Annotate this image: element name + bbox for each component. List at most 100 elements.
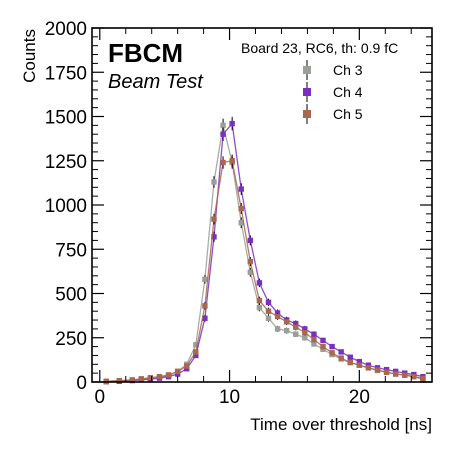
data-point (365, 365, 372, 371)
marks-layer (103, 116, 426, 385)
y-tick-label: 1250 (45, 152, 87, 173)
y-axis-label: Counts (20, 29, 39, 83)
legend-header: Board 23, RC6, th: 0.9 fC (241, 40, 398, 56)
data-point (320, 343, 326, 350)
data-point (374, 367, 381, 373)
y-tick-label: 500 (55, 285, 87, 306)
data-point (293, 324, 299, 330)
data-point (320, 337, 326, 344)
annotation-title: FBCM (108, 38, 183, 68)
legend: Ch 3 Ch 4 Ch 5 (303, 60, 363, 124)
data-point (347, 354, 353, 360)
data-point (184, 363, 190, 369)
data-point (174, 368, 181, 375)
data-point (238, 220, 244, 226)
data-point (129, 377, 135, 383)
x-tick-label: 20 (349, 387, 370, 408)
legend-marker (303, 88, 311, 96)
data-point (383, 369, 390, 375)
legend-label: Ch 3 (333, 62, 363, 78)
legend-marker (303, 66, 311, 74)
data-point (356, 358, 363, 365)
y-tick-label: 1750 (45, 63, 87, 84)
data-point (247, 237, 254, 244)
data-point (329, 350, 335, 356)
data-point (274, 310, 281, 316)
y-tick-label: 1000 (45, 196, 87, 217)
series-line (106, 159, 424, 382)
data-point (411, 373, 417, 380)
y-tick-label: 0 (76, 373, 87, 394)
data-point (193, 342, 199, 348)
legend-item: Ch 5 (303, 104, 363, 124)
data-point (274, 313, 281, 320)
y-tick-label: 750 (55, 240, 87, 261)
data-point (293, 331, 299, 337)
data-point (202, 276, 208, 283)
legend-marker (303, 110, 311, 118)
series-ch-4 (103, 116, 426, 385)
data-point (302, 329, 308, 336)
data-point (220, 131, 226, 137)
data-point (302, 335, 308, 341)
data-point (138, 376, 145, 382)
data-point (329, 343, 335, 350)
y-tick-label: 1500 (45, 108, 87, 129)
x-tick-label: 0 (94, 387, 105, 408)
data-point (338, 349, 344, 355)
data-point (283, 327, 290, 334)
data-point (356, 362, 363, 368)
data-point (220, 159, 226, 166)
series-ch-3 (103, 118, 426, 385)
x-tick-label: 10 (219, 387, 240, 408)
data-point (165, 372, 172, 378)
data-point (265, 299, 272, 306)
legend-item: Ch 4 (303, 82, 363, 102)
data-point (283, 319, 290, 325)
data-point (311, 336, 317, 343)
data-point (116, 377, 122, 384)
data-point (202, 303, 208, 309)
data-point (247, 258, 254, 265)
x-axis-label: Time over threshold [ns] (250, 415, 432, 434)
legend-label: Ch 5 (333, 106, 363, 122)
data-point (220, 122, 226, 129)
data-point (347, 359, 353, 366)
data-point (156, 373, 163, 380)
data-point (256, 280, 263, 286)
series-line (106, 122, 424, 383)
data-point (265, 308, 272, 314)
annotation-subtitle: Beam Test (108, 71, 204, 93)
data-point (211, 216, 217, 222)
data-point (311, 331, 317, 337)
legend-item: Ch 3 (303, 60, 363, 80)
axes-layer: 0 250 500 750 1000 1250 1500 1750 2000 0 10 20 (45, 19, 432, 408)
data-point (256, 304, 263, 311)
data-point (202, 315, 208, 321)
data-point (238, 186, 244, 192)
data-point (229, 158, 235, 164)
series-line (106, 125, 424, 383)
data-point (211, 179, 217, 185)
data-point (274, 326, 281, 332)
data-point (256, 297, 263, 304)
data-point (392, 371, 399, 377)
data-point (293, 320, 299, 327)
data-point (193, 352, 199, 359)
legend-label: Ch 4 (333, 84, 363, 100)
data-point (147, 375, 154, 381)
data-point (193, 349, 199, 355)
series-ch-5 (103, 154, 426, 384)
data-point (338, 355, 344, 361)
data-point (229, 120, 235, 127)
data-point (238, 205, 244, 212)
y-tick-label: 2000 (45, 19, 87, 40)
data-point (265, 315, 272, 321)
data-point (311, 341, 317, 347)
data-point (247, 269, 254, 275)
data-point (302, 326, 308, 332)
data-point (420, 375, 426, 382)
data-point (402, 372, 408, 378)
